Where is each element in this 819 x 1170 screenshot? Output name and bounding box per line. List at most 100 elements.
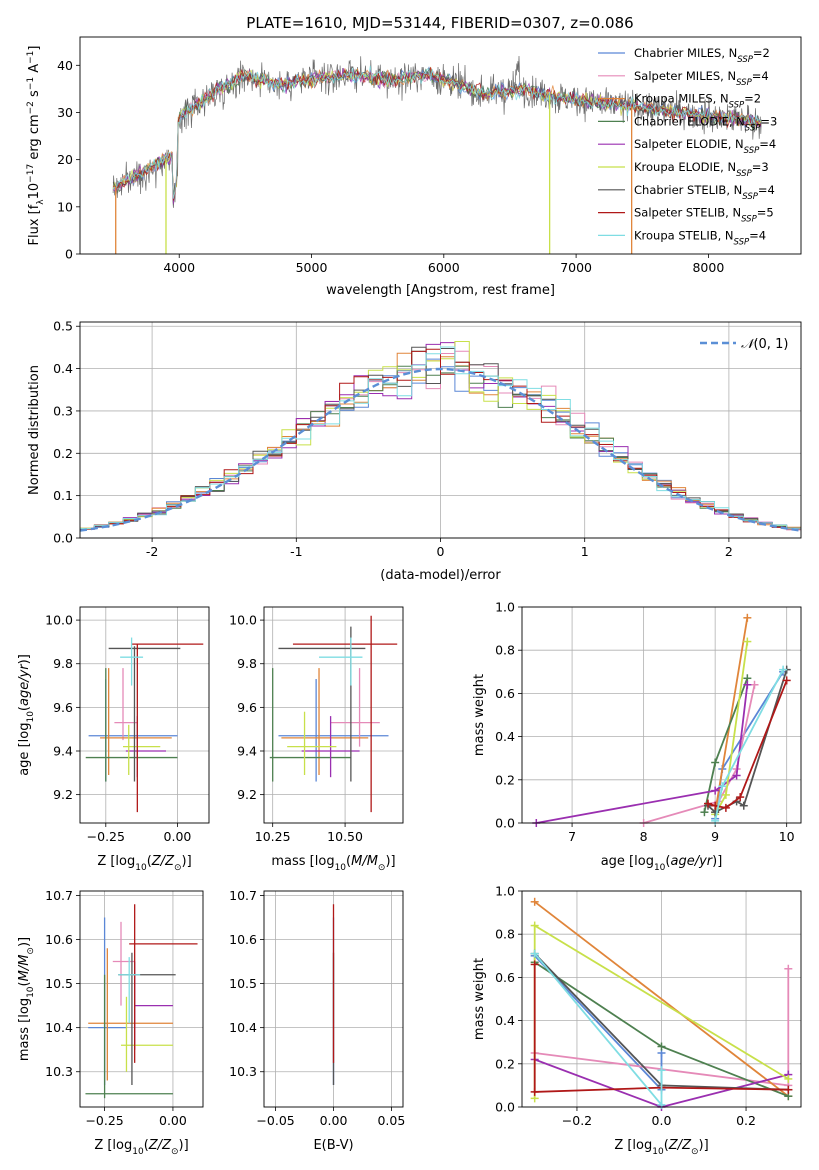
label-part: ( [346,854,351,869]
legend-label-base: Salpeter ELODIE, N [634,137,744,151]
x-axis-label: age [log10(age/yr)] [601,854,723,873]
label-part: −17 [26,164,36,183]
legend-label-base: Kroupa ELODIE, N [634,160,736,174]
figure-title: PLATE=1610, MJD=53144, FIBERID=0307, z=0… [246,14,633,32]
legend-label: Kroupa STELIB, NSSP=4 [634,228,766,247]
legend-label-tail: =3 [752,160,769,174]
legend-label-base: Chabrier MILES, N [634,46,737,60]
x-axis-label: Z [log10(Z/Z⊙)] [97,854,191,873]
y-tick-label: 0.2 [495,1056,515,1071]
y-tick-label: 10.0 [45,613,73,628]
axes-frame [79,890,204,1108]
x-tick-label: 4000 [163,260,195,275]
legend-label-base: Salpeter MILES, N [634,69,736,83]
label-part: age/yr [17,663,32,706]
y-axis-label: Flux [fλ10−17 erg cm−2 s−1 A−1] [26,46,46,246]
label-part: mass [log [271,854,334,869]
legend-label: Kroupa MILES, NSSP=2 [634,92,761,111]
label-part: ⊙ [691,1147,699,1157]
age_vs_Z-panel: −0.25 0.009.29.49.69.810.0Z [log10(Z/Z⊙)]… [17,606,210,873]
legend-label-tail: =5 [757,206,774,220]
label-part: s [27,90,42,101]
label-part: 10 [654,863,666,873]
x-tick-label: 0.00 [320,1113,348,1128]
y-tick-label: 10.3 [45,1064,73,1079]
label-part: 10 [26,986,36,998]
model-spectrum-line [112,65,762,199]
y-tick-label: 0.8 [495,643,515,658]
label-part: ( [664,1138,669,1153]
legend-label-tail: =3 [760,114,777,128]
label-part: (0, 1) [753,337,788,352]
weight-series-line [533,964,789,1093]
x-tick-label: -2 [146,544,158,559]
legend-label: Salpeter STELIB, NSSP=5 [634,206,774,225]
y-tick-label: 9.6 [237,700,257,715]
y-tick-label: 0 [65,247,73,262]
legend-label: Chabrier ELODIE, NSSP=3 [634,114,777,133]
y-tick-label: 10 [57,199,73,214]
x-tick-label: 9 [711,829,719,844]
label-part: λ [36,199,46,205]
legend-label-tail: =4 [749,228,766,242]
y-tick-label: 0.4 [495,1013,515,1028]
residuals-panel: -2 -1 0 1 2 0.0 0.1 0.2 0.3 0.4 0.5 (data-model)/er… [27,319,802,583]
y-tick-label: 10.4 [45,1020,73,1035]
label-part: ( [665,854,670,869]
y-tick-label: 10.6 [45,932,73,947]
x-axis-label: mass [log10(M/M⊙)] [271,854,395,873]
label-part: Z [log [614,1138,652,1153]
label-part: )] [385,854,395,869]
label-part: 10 [26,711,36,723]
legend-label-sub: SSP [736,169,752,179]
legend-label-sub: SSP [741,215,757,225]
legend-label-tail: =2 [744,92,761,106]
weight-series-line [534,901,789,1097]
axes-frame [79,606,210,824]
x-tick-label: 7 [568,829,576,844]
y-axis-label: mass [log10(M/M⊙)] [17,937,36,1061]
y-tick-label: 10.5 [229,976,257,991]
y-tick-label: 10.5 [45,976,73,991]
y-axis-label: Normed distribution [27,365,42,495]
x-axis-label: wavelength [Angstrom, rest frame] [326,283,555,298]
x-tick-label: -1 [290,544,302,559]
y-tick-label: 10.7 [229,888,257,903]
weight-series-line [714,617,749,813]
y-tick-label: 0.3 [53,403,73,418]
label-part: ] [27,46,42,51]
label-part: ⊙ [378,863,386,873]
label-part: )] [17,654,32,664]
x-axis-label: (data-model)/error [380,568,501,583]
label-part: ( [17,981,32,986]
legend-label-sub: SSP [744,146,760,156]
y-tick-label: 9.4 [237,744,257,759]
label-part: )] [179,1138,189,1153]
legend-label-sub: SSP [734,237,750,247]
legend-label-sub: SSP [745,123,761,133]
label-part: −1 [26,51,36,64]
x-tick-label: 7000 [560,260,592,275]
y-axis-label: age [log10(age/yr)] [17,654,36,776]
y-tick-label: 40 [57,58,73,73]
label-part: age [log [601,854,654,869]
y-tick-label: 30 [57,105,73,120]
x-axis-label: Z [log10(Z/Z⊙)] [94,1138,188,1157]
y-tick-label: 0.0 [495,816,515,831]
label-part: Flux [f [27,204,42,245]
label-part: 10 [27,183,42,200]
legend-label: Chabrier MILES, NSSP=2 [634,46,770,65]
label-part: erg cm [27,114,42,163]
x-tick-label: 10.25 [255,829,291,844]
y-tick-label: 10.7 [45,888,73,903]
legend-label-sub: SSP [729,101,745,111]
mass_vs_EBV-panel: −0.05 0.00 0.05 10.3 10.4 10.5 10.6 10.7 E(B-V) [229,888,405,1153]
x-axis-label: E(B-V) [313,1138,353,1153]
legend-label-base: Salpeter STELIB, N [634,206,741,220]
label-part: mass [log [17,998,32,1061]
legend-label: Kroupa ELODIE, NSSP=3 [634,160,769,179]
y-tick-label: 0.5 [53,319,73,334]
legend-label-sub: SSP [736,78,752,88]
